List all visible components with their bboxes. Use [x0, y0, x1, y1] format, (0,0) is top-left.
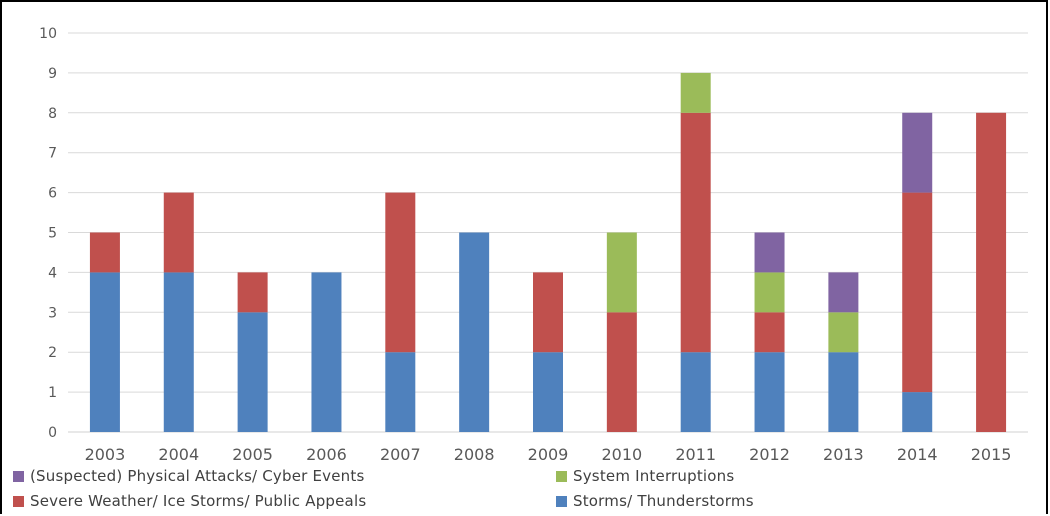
y-tick-label: 3 [48, 305, 57, 321]
bar-segment [237, 312, 268, 432]
bar-segment [828, 312, 859, 353]
bars [89, 72, 1007, 433]
x-tick-label: 2010 [601, 445, 642, 464]
y-tick-label: 8 [48, 106, 57, 122]
bar-segment [902, 112, 933, 193]
legend-swatch-red [13, 495, 24, 507]
bar-segment [533, 272, 563, 353]
bar-segment [89, 232, 120, 273]
x-tick-label: 2014 [897, 445, 938, 464]
bar-segment [680, 112, 711, 353]
x-tick-label: 2003 [85, 445, 126, 464]
bar-segment [680, 352, 711, 432]
x-tick-label: 2012 [749, 445, 790, 464]
legend-label: (Suspected) Physical Attacks/ Cyber Even… [30, 467, 365, 485]
bar-segment [606, 312, 637, 432]
y-tick-label: 9 [48, 66, 57, 82]
y-tick-label: 0 [48, 425, 57, 441]
x-tick-label: 2005 [232, 445, 273, 464]
legend-swatch-purple [13, 470, 24, 482]
x-tick-label: 2011 [675, 445, 716, 464]
legend-item-severe-weather: Severe Weather/ Ice Storms/ Public Appea… [13, 492, 366, 510]
legend-label: Severe Weather/ Ice Storms/ Public Appea… [30, 492, 367, 510]
x-tick-label: 2004 [158, 445, 199, 464]
y-tick-label: 6 [48, 186, 57, 202]
bar-segment [680, 72, 711, 113]
bar-segment [754, 352, 785, 432]
y-axis-ticks: 0 1 2 3 4 5 6 7 8 9 10 [39, 26, 57, 441]
bar-segment [163, 192, 194, 273]
x-tick-label: 2009 [528, 445, 569, 464]
y-tick-label: 4 [48, 265, 57, 281]
bar-segment [385, 192, 416, 353]
y-tick-label: 5 [48, 226, 57, 242]
bar-segment [606, 232, 637, 313]
bar-segment [311, 272, 342, 432]
bar-segment [828, 272, 859, 313]
x-tick-label: 2015 [971, 445, 1012, 464]
bar-segment [237, 272, 268, 313]
y-tick-label: 2 [48, 345, 57, 361]
legend-item-system-interruptions: System Interruptions [556, 467, 734, 485]
legend-label: Storms/ Thunderstorms [573, 492, 754, 510]
y-tick-label: 1 [48, 385, 57, 401]
bar-segment [754, 312, 785, 353]
bar-segment [902, 392, 933, 432]
x-tick-label: 2006 [306, 445, 347, 464]
legend-label: System Interruptions [573, 467, 735, 485]
y-tick-label: 10 [39, 26, 57, 42]
x-axis-ticks: 2003 2004 2005 2006 2007 2008 2009 2010 2011 2012… [85, 445, 1012, 464]
legend-item-storms: Storms/ Thunderstorms [556, 492, 754, 510]
bar-segment [163, 272, 194, 432]
bar-segment [976, 112, 1007, 433]
y-tick-label: 7 [48, 146, 57, 162]
legend-swatch-blue [556, 495, 567, 507]
bar-segment [385, 352, 416, 432]
bar-segment [754, 272, 785, 313]
x-tick-label: 2008 [454, 445, 495, 464]
x-tick-label: 2007 [380, 445, 421, 464]
legend-item-physical-attacks: (Suspected) Physical Attacks/ Cyber Even… [13, 467, 364, 485]
x-tick-label: 2013 [823, 445, 864, 464]
bar-segment [828, 352, 859, 432]
bar-segment [754, 232, 785, 273]
bar-segment [902, 192, 933, 393]
bar-segment [459, 232, 490, 432]
bar-segment [89, 272, 120, 432]
legend-swatch-green [556, 470, 567, 482]
bar-segment [533, 352, 563, 432]
